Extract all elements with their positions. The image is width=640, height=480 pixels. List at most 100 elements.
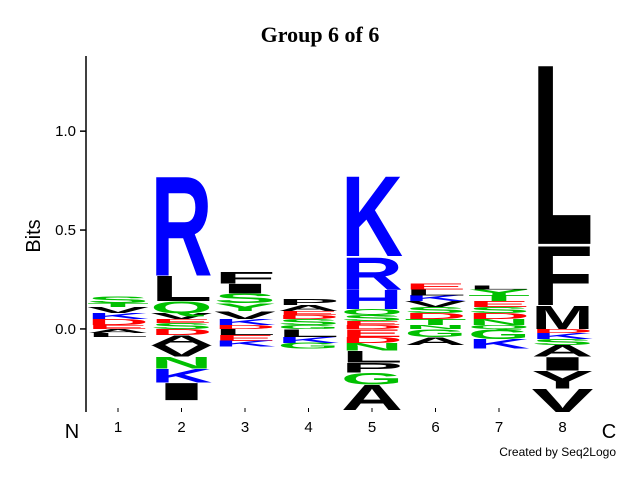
- letter: I: [214, 281, 276, 296]
- x-tick-label: 8: [558, 419, 566, 436]
- letter: K: [532, 332, 594, 341]
- letter: Y: [532, 366, 594, 393]
- y-axis-label: Bits: [23, 219, 45, 252]
- letter: L: [532, 12, 594, 299]
- letter: S: [278, 318, 340, 327]
- letter: L: [87, 332, 149, 338]
- letter: D: [214, 324, 276, 330]
- letter: Y: [468, 288, 530, 297]
- letter: V: [214, 309, 276, 321]
- letter: G: [278, 324, 340, 330]
- letter: T: [405, 318, 467, 327]
- letter: E: [87, 324, 149, 330]
- letter: E: [468, 300, 530, 309]
- letter: D: [468, 312, 530, 321]
- credit: Created by Seq2Logo: [499, 445, 616, 459]
- letter: V: [151, 342, 213, 360]
- letter: K: [341, 151, 403, 280]
- letter: E: [341, 320, 403, 326]
- letter: I: [532, 353, 594, 374]
- letter: K: [214, 318, 276, 327]
- letter: S: [405, 306, 467, 315]
- letter: H: [341, 284, 403, 315]
- x-tick-label: 2: [177, 419, 185, 436]
- chart-title: Group 6 of 6: [261, 22, 380, 47]
- letter: N: [405, 324, 467, 330]
- x-tick-label: 1: [114, 419, 122, 436]
- letter: A: [278, 304, 340, 313]
- letter: T: [87, 302, 149, 308]
- letter: D: [87, 318, 149, 327]
- letter: V: [87, 306, 149, 315]
- letter: K: [87, 312, 149, 321]
- letter: N: [341, 341, 403, 353]
- letter: R: [341, 247, 403, 300]
- letter: A: [341, 378, 403, 418]
- letter: D: [341, 335, 403, 344]
- x-tick-label: 4: [304, 419, 312, 436]
- letter: G: [341, 370, 403, 388]
- letter: K: [405, 294, 467, 303]
- letter: F: [532, 228, 594, 323]
- letter: N: [151, 354, 213, 372]
- letter: F: [214, 269, 276, 287]
- letter: Q: [341, 308, 403, 317]
- letter: D: [532, 328, 594, 334]
- letter: K: [151, 365, 213, 386]
- letter: E: [278, 310, 340, 316]
- letter: L: [468, 284, 530, 290]
- letter: E: [151, 318, 213, 324]
- letter: L: [341, 348, 403, 366]
- x-tick-label: 6: [431, 419, 439, 436]
- x-tick-label: 3: [241, 419, 249, 436]
- letter: A: [151, 332, 213, 347]
- letter: L: [278, 327, 340, 339]
- letter: R: [151, 147, 213, 307]
- letter: D: [405, 312, 467, 321]
- letter: I: [151, 378, 213, 405]
- y-tick-label: 0.0: [55, 321, 76, 338]
- letter: P: [278, 298, 340, 307]
- letter: V: [532, 382, 594, 419]
- letter: A: [87, 328, 149, 334]
- end-label: C: [602, 421, 616, 443]
- letter: G: [468, 327, 530, 342]
- x-tick-label: 7: [495, 419, 503, 436]
- letter: Q: [151, 298, 213, 316]
- letter: S: [87, 295, 149, 306]
- letter: K: [278, 335, 340, 344]
- letter: K: [214, 339, 276, 348]
- letter: G: [405, 327, 467, 339]
- letter: S: [341, 314, 403, 323]
- letter: E: [405, 282, 467, 291]
- letter: L: [214, 328, 276, 337]
- letter: N: [468, 318, 530, 327]
- letter: S: [151, 322, 213, 331]
- letter: T: [468, 294, 530, 303]
- letter: M: [532, 299, 594, 336]
- start-label: N: [65, 421, 79, 443]
- letter: D: [341, 324, 403, 330]
- letter: Q: [468, 324, 530, 330]
- letter: S: [214, 291, 276, 306]
- letter: E: [341, 327, 403, 339]
- letter: G: [278, 341, 340, 350]
- letter: L: [405, 288, 467, 297]
- letter: L: [151, 269, 213, 309]
- y-tick-label: 1.0: [55, 123, 76, 140]
- letter: S: [532, 337, 594, 346]
- letter: V: [151, 312, 213, 321]
- letter: D: [278, 314, 340, 320]
- letter: K: [468, 336, 530, 351]
- x-tick-label: 5: [368, 419, 376, 436]
- letter: D: [151, 328, 213, 337]
- letter: Y: [214, 301, 276, 313]
- letter: A: [532, 342, 594, 360]
- letter: E: [214, 333, 276, 342]
- letter: S: [468, 306, 530, 315]
- letter: A: [405, 335, 467, 347]
- letter: V: [405, 300, 467, 309]
- letter: P: [341, 360, 403, 375]
- y-tick-label: 0.5: [55, 222, 76, 239]
